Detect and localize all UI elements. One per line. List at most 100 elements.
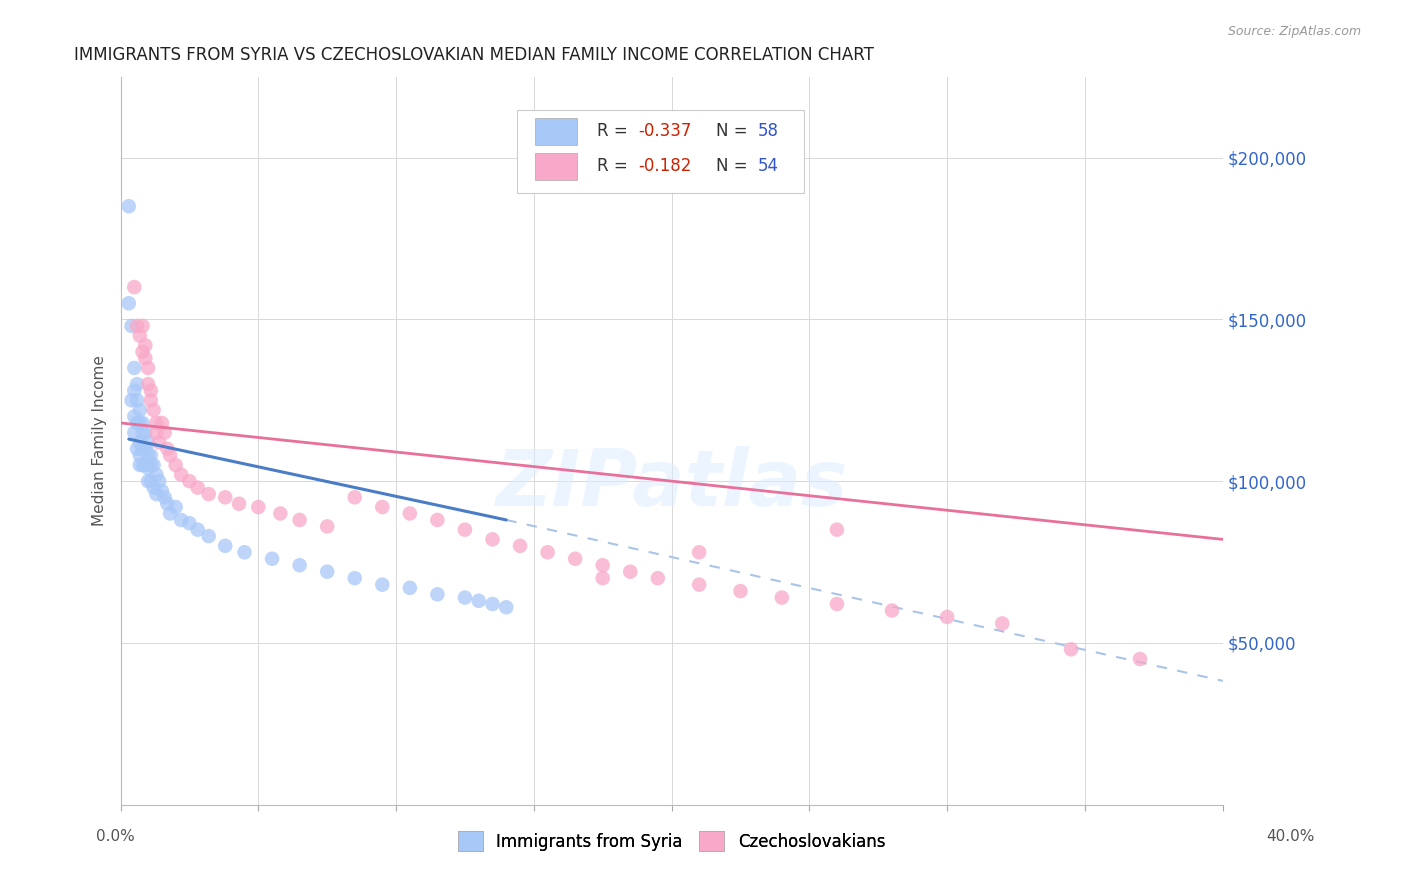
Point [128,328,150,343]
Point [170,513,193,527]
Point [118,296,141,310]
Point [136,461,159,475]
Text: 40.0%: 40.0% [1267,830,1315,844]
Text: Source: ZipAtlas.com: Source: ZipAtlas.com [1227,25,1361,38]
Point [124,425,146,440]
Point [134,425,156,440]
Point [136,435,159,450]
Point [495,600,517,615]
Point [343,571,366,585]
Point [136,474,159,488]
Point [134,458,156,472]
Bar [534,153,576,180]
Point [125,442,148,456]
Point [187,523,209,537]
Point [128,458,150,472]
Point [148,474,170,488]
Point [247,500,270,514]
Point [481,597,503,611]
Text: 54: 54 [758,157,779,176]
Point [398,581,420,595]
Point [131,458,153,472]
Point [371,500,394,514]
Point [233,545,256,559]
Point [159,507,181,521]
Point [481,533,503,547]
Point [454,591,477,605]
Point [118,199,141,213]
Text: -0.182: -0.182 [638,157,692,176]
Point [136,377,159,392]
Point [139,393,162,408]
Point [139,448,162,462]
Point [134,442,156,456]
Point [128,416,150,430]
Point [592,571,614,585]
Bar [534,118,576,145]
Point [825,523,848,537]
Point [134,338,156,352]
Point [170,467,193,482]
Point [467,594,489,608]
Point [1060,642,1083,657]
Point [159,448,181,462]
Point [426,513,449,527]
Point [262,551,284,566]
Point [124,409,146,424]
Point [179,474,201,488]
Point [136,448,159,462]
Point [150,416,173,430]
Point [124,280,146,294]
Text: -0.337: -0.337 [638,122,692,140]
Point [134,351,156,366]
Text: ZIPatlas: ZIPatlas [495,446,848,523]
Point [398,507,420,521]
Point [148,435,170,450]
Point [316,519,339,533]
Y-axis label: Median Family Income: Median Family Income [93,355,107,526]
Point [991,616,1014,631]
Point [426,587,449,601]
Point [228,497,250,511]
Point [165,458,187,472]
Point [156,442,179,456]
Point [187,481,209,495]
Point [128,448,150,462]
Point [936,610,959,624]
FancyBboxPatch shape [517,110,804,194]
Text: N =: N = [716,157,752,176]
Point [131,344,153,359]
Point [142,403,165,417]
Point [592,558,614,573]
Point [564,551,586,566]
Point [145,425,167,440]
Point [150,483,173,498]
Point [179,516,201,531]
Point [139,384,162,398]
Point [730,584,752,599]
Text: 0.0%: 0.0% [96,830,135,844]
Point [825,597,848,611]
Point [131,425,153,440]
Point [125,416,148,430]
Point [125,377,148,392]
Point [647,571,669,585]
Point [145,416,167,430]
Point [214,491,236,505]
Point [288,558,311,573]
Point [454,523,477,537]
Point [125,318,148,333]
Point [688,577,710,591]
Text: IMMIGRANTS FROM SYRIA VS CZECHOSLOVAKIAN MEDIAN FAMILY INCOME CORRELATION CHART: IMMIGRANTS FROM SYRIA VS CZECHOSLOVAKIAN… [75,46,875,64]
Point [269,507,291,521]
Text: R =: R = [596,157,633,176]
Point [128,403,150,417]
Point [880,603,903,617]
Text: 58: 58 [758,122,779,140]
Point [131,318,153,333]
Point [136,360,159,375]
Point [125,393,148,408]
Point [343,491,366,505]
Point [536,545,558,559]
Point [128,435,150,450]
